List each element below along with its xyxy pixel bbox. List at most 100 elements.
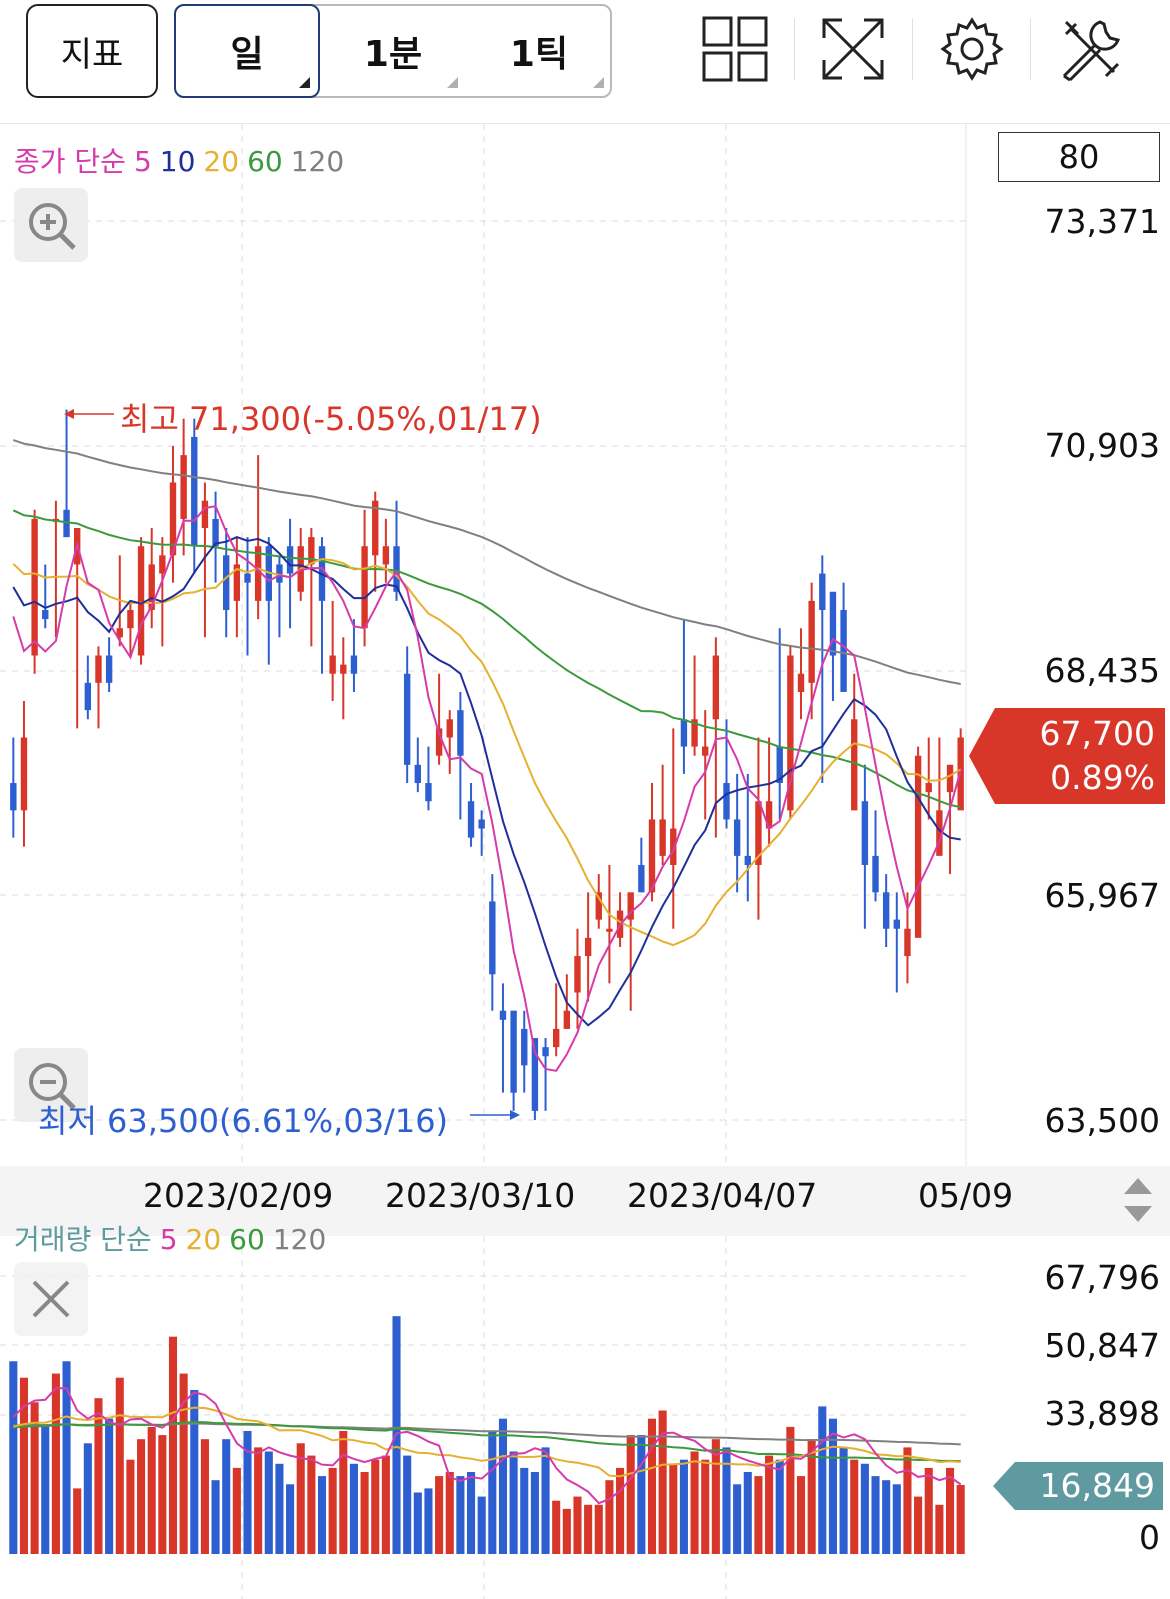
dropdown-triangle-icon: [593, 77, 604, 88]
low-annotation: 최저 63,500(6.61%,03/16): [38, 1102, 449, 1140]
volume-bar: [456, 1476, 465, 1554]
volume-bar: [584, 1504, 593, 1554]
current-change: 0.89%: [1050, 758, 1155, 797]
price-axis-label: 73,371: [1044, 202, 1160, 241]
candle-body: [808, 600, 815, 683]
layout-grid-icon[interactable]: [700, 14, 770, 84]
period-tick-label: 1틱: [509, 34, 569, 75]
candle-body: [20, 737, 28, 811]
volume-bar: [147, 1426, 156, 1554]
candle-body: [201, 500, 209, 529]
candle-body: [829, 591, 837, 656]
volume-bar: [83, 1443, 92, 1554]
volume-bar: [51, 1373, 60, 1554]
volume-bar: [871, 1476, 880, 1554]
candle-body: [574, 956, 581, 993]
legend-vol-ma5: 5: [159, 1223, 178, 1256]
volume-bar: [594, 1504, 603, 1554]
candle-body: [925, 783, 932, 793]
time-axis-label: 2023/03/10: [385, 1176, 576, 1215]
candle-body: [10, 783, 17, 811]
candle-body: [659, 819, 666, 856]
candle-body: [584, 937, 592, 957]
volume-bar: [509, 1451, 518, 1554]
volume-bar: [286, 1484, 295, 1554]
toolbar-divider: [794, 18, 795, 80]
candle-body: [180, 455, 187, 519]
period-day-label: 일: [230, 34, 264, 75]
ma5-line: [12, 505, 962, 1072]
candle-body: [638, 864, 645, 893]
current-price-tag: 67,700 0.89%: [969, 708, 1165, 804]
candle-body: [169, 482, 177, 556]
tools-icon[interactable]: [1056, 14, 1126, 84]
volume-bar: [658, 1410, 667, 1554]
candle-body: [510, 1010, 517, 1093]
candle-body: [893, 919, 901, 929]
legend-ma10: 10: [159, 145, 196, 178]
volume-bar: [647, 1418, 657, 1554]
price-axis-label: 70,903: [1044, 426, 1160, 465]
expand-icon[interactable]: [818, 14, 888, 84]
volume-bar: [711, 1439, 720, 1554]
close-volume-button[interactable]: [14, 1262, 88, 1336]
period-minute-button[interactable]: 1분: [320, 6, 466, 96]
period-tick-button[interactable]: 1틱: [466, 6, 612, 96]
legend-vol-ma20: 20: [185, 1223, 222, 1256]
candle-body: [191, 436, 198, 547]
period-day-button[interactable]: 일: [174, 4, 320, 98]
volume-bar: [371, 1459, 380, 1554]
volume-bar: [935, 1504, 944, 1554]
zoom-in-button[interactable]: [14, 188, 88, 262]
close-icon: [32, 1280, 70, 1318]
candle-body: [563, 1010, 571, 1029]
price-legend: 종가 단순 5 10 20 60 120: [14, 140, 352, 180]
gear-icon[interactable]: [937, 14, 1007, 84]
candle-body: [819, 573, 826, 610]
candle-body: [797, 673, 805, 692]
candle-body: [467, 801, 475, 838]
volume-bar: [243, 1430, 252, 1554]
candle-body: [478, 819, 485, 829]
candle-body: [446, 719, 453, 738]
candle-body: [712, 655, 720, 720]
volume-axis-label: 0: [1139, 1518, 1160, 1557]
legend-ma60: 60: [247, 145, 283, 178]
candle-body: [84, 682, 92, 711]
value-box[interactable]: 80: [998, 132, 1160, 182]
indicator-button[interactable]: 지표: [26, 4, 158, 98]
volume-bar: [605, 1480, 614, 1554]
toolbar-divider: [1030, 18, 1031, 80]
candle-body: [393, 546, 400, 592]
volume-bar: [211, 1480, 220, 1554]
volume-bar: [573, 1496, 582, 1554]
volume-bar: [956, 1484, 965, 1554]
volume-bar: [190, 1389, 199, 1554]
volume-bar: [733, 1484, 742, 1554]
time-axis[interactable]: [0, 1166, 1170, 1236]
volume-bar: [818, 1406, 827, 1554]
zoom-out-button[interactable]: [14, 1048, 88, 1122]
candle-body: [744, 855, 751, 865]
legend-vol-ma60: 60: [229, 1223, 265, 1256]
scroll-updown-icon[interactable]: [1118, 1174, 1158, 1226]
volume-bar: [882, 1480, 891, 1554]
candle-body: [606, 928, 613, 932]
volume-bar: [466, 1471, 476, 1554]
volume-bar: [115, 1377, 124, 1554]
candle-body: [882, 892, 890, 929]
vol-ma5-line: [12, 1387, 962, 1505]
candle-body: [542, 1047, 549, 1057]
legend-ma20: 20: [203, 145, 240, 178]
volume-bar: [488, 1430, 497, 1554]
candle-body: [765, 801, 773, 829]
volume-bar: [403, 1455, 412, 1554]
volume-bar: [616, 1467, 625, 1554]
candle-body: [457, 710, 464, 756]
candle-body: [936, 810, 943, 856]
candle-body: [914, 755, 922, 938]
time-axis-label: 2023/02/09: [143, 1176, 334, 1215]
candle-body: [159, 555, 166, 574]
volume-bar: [296, 1443, 305, 1554]
chart-canvas[interactable]: [0, 124, 1170, 1599]
